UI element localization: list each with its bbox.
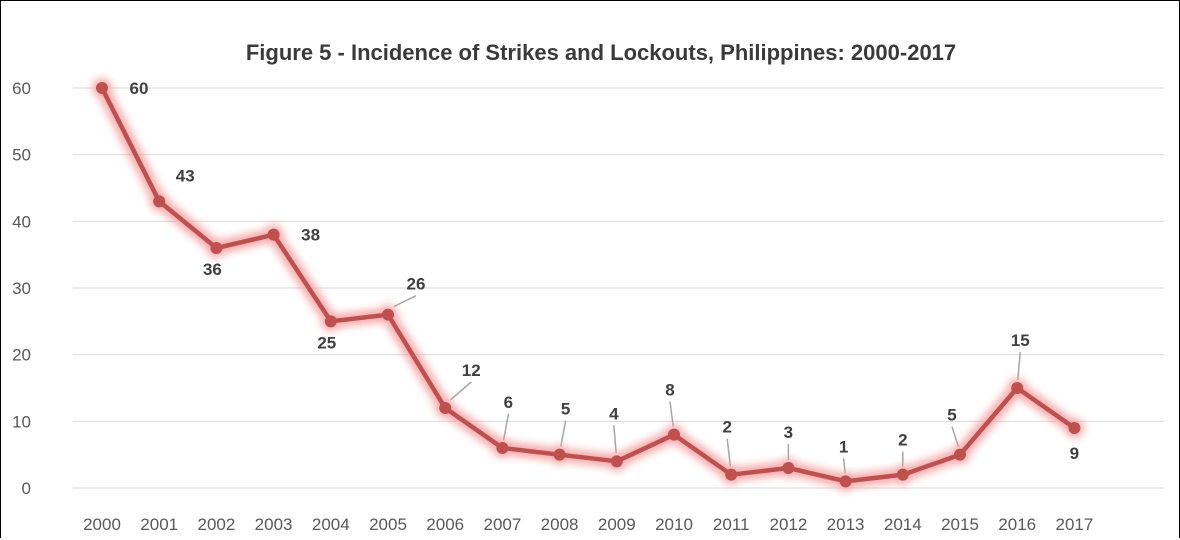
data-point	[1068, 422, 1081, 434]
y-tick-label: 0	[22, 479, 31, 498]
data-label-leader	[560, 420, 567, 447]
x-tick-label: 2007	[483, 515, 521, 534]
x-tick-label: 2002	[197, 515, 235, 534]
data-label-leader	[726, 438, 732, 467]
data-label: 4	[609, 404, 619, 423]
data-label-leader	[393, 294, 417, 308]
data-label: 5	[947, 406, 956, 425]
data-point	[210, 242, 223, 254]
data-point	[782, 462, 795, 474]
data-point	[382, 308, 394, 321]
x-tick-label: 2010	[655, 515, 693, 534]
x-tick-label: 2013	[827, 515, 865, 534]
y-tick-label: 40	[12, 212, 31, 231]
data-point	[267, 228, 280, 241]
data-point	[954, 448, 966, 461]
y-tick-label: 10	[12, 412, 31, 431]
x-tick-label: 2001	[140, 515, 178, 534]
data-label: 9	[1070, 444, 1079, 463]
y-tick-label: 60	[12, 79, 31, 98]
data-label: 26	[407, 275, 426, 294]
data-label-leader	[613, 425, 617, 454]
data-point	[1011, 382, 1024, 394]
data-label: 60	[130, 79, 149, 98]
data-point	[153, 195, 166, 208]
x-tick-label: 2000	[83, 515, 121, 534]
y-tick-label: 30	[12, 279, 31, 298]
data-point	[324, 315, 337, 328]
data-label: 3	[784, 423, 793, 442]
data-label: 6	[504, 393, 513, 412]
data-label: 2	[898, 431, 907, 450]
data-point	[553, 448, 566, 461]
data-label-leader	[449, 381, 472, 401]
data-point	[896, 468, 909, 481]
chart-title: Figure 5 - Incidence of Strikes and Lock…	[246, 40, 956, 65]
data-label: 43	[176, 166, 195, 185]
x-tick-label: 2009	[598, 515, 636, 534]
data-label: 38	[301, 226, 320, 245]
data-point	[668, 428, 680, 441]
x-tick-label: 2008	[541, 515, 579, 534]
data-point	[725, 468, 738, 481]
y-tick-label: 20	[12, 346, 31, 365]
data-point	[96, 82, 108, 94]
data-label: 1	[839, 437, 848, 456]
data-label: 36	[203, 260, 222, 279]
data-label-leader	[1017, 351, 1021, 381]
data-label: 5	[561, 400, 570, 419]
y-tick-label: 50	[12, 146, 31, 165]
data-label: 25	[317, 333, 336, 352]
x-tick-label: 2015	[941, 515, 979, 534]
series-line	[99, 85, 1077, 484]
data-label: 15	[1011, 331, 1030, 350]
data-point	[839, 475, 852, 488]
data-label: 8	[665, 381, 674, 400]
x-tick-label: 2004	[312, 515, 350, 534]
x-tick-label: 2006	[426, 515, 464, 534]
data-point	[439, 402, 452, 414]
data-label-leader	[951, 426, 960, 447]
x-tick-label: 2016	[998, 515, 1036, 534]
data-label: 2	[722, 418, 731, 437]
x-tick-label: 2012	[769, 515, 807, 534]
x-tick-label: 2003	[255, 515, 293, 534]
data-point	[496, 442, 509, 454]
data-label: 12	[462, 361, 481, 380]
data-label-leader	[842, 458, 846, 474]
x-tick-label: 2014	[884, 515, 922, 534]
x-tick-label: 2011	[713, 515, 750, 534]
x-tick-label: 2005	[369, 515, 407, 534]
series-line-glow	[95, 81, 1082, 489]
x-tick-label: 2017	[1055, 515, 1093, 534]
data-label-leader	[502, 413, 510, 441]
data-point	[610, 455, 623, 468]
data-label-leader	[669, 401, 674, 427]
